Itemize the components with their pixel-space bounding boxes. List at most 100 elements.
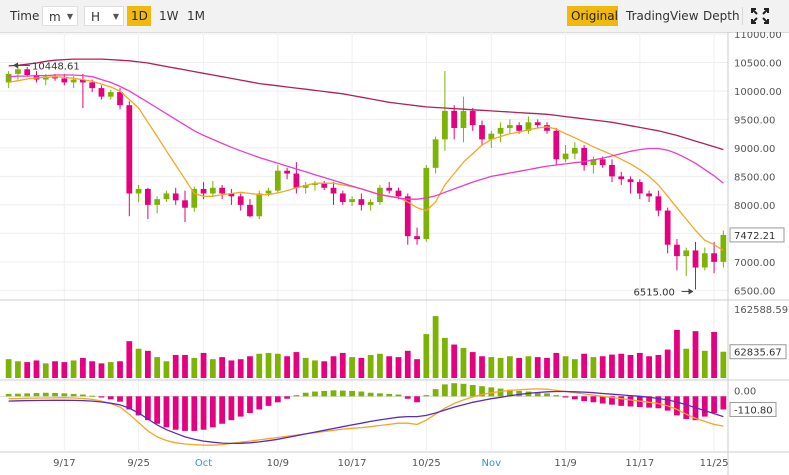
candle-body — [609, 165, 615, 177]
volume-bar — [534, 357, 541, 378]
high-price-label: 10448.61 — [32, 61, 80, 72]
candle-body — [339, 193, 346, 203]
macd-bar — [655, 396, 662, 409]
candle-body — [571, 147, 578, 154]
candle-body — [302, 184, 309, 188]
volume-bar — [692, 331, 699, 378]
candle-body — [61, 78, 68, 83]
macd-bar — [70, 393, 77, 397]
macd-bar — [154, 396, 161, 424]
candle-body — [228, 193, 235, 197]
volume-bar — [674, 329, 680, 378]
view-tradingview-button[interactable]: TradingView — [626, 9, 699, 23]
date-axis-tick-label: 11/9 — [554, 458, 576, 469]
volume-bar — [599, 356, 606, 378]
volume-bar — [302, 357, 309, 378]
macd-bar — [52, 392, 58, 397]
macd-bar — [553, 395, 560, 397]
macd-bar — [144, 396, 151, 421]
volume-bar — [209, 359, 216, 378]
macd-bar — [423, 395, 430, 397]
macd-bar — [284, 396, 290, 399]
expand-icon — [751, 8, 769, 24]
volume-bar — [33, 360, 40, 378]
macd-bar — [15, 393, 21, 397]
volume-bar — [191, 357, 198, 378]
date-axis-tick-label: 10/25 — [412, 458, 441, 469]
volume-bar — [377, 353, 383, 378]
last-price-tag — [729, 227, 785, 243]
candle-body — [683, 250, 690, 257]
candle-body — [209, 187, 216, 194]
macd-last-tag — [729, 402, 777, 418]
candle-body — [70, 79, 77, 83]
low-price-label: 6515.00 — [634, 287, 675, 298]
candle-body — [367, 202, 374, 205]
candle-body — [219, 187, 226, 194]
macd-bar — [599, 396, 606, 404]
view-depth-button[interactable]: Depth — [703, 9, 740, 23]
volume-bar — [516, 357, 523, 378]
candle-body — [692, 250, 699, 268]
ma-line-ma99 — [8, 58, 724, 151]
volume-bar — [609, 354, 615, 378]
volume-bar — [5, 359, 12, 378]
candle-body — [135, 188, 142, 194]
time-button[interactable]: Time — [10, 9, 40, 23]
macd-bar — [414, 396, 420, 403]
volume-bar — [237, 359, 244, 378]
candle-body — [15, 69, 21, 74]
macd-bar — [386, 393, 393, 397]
volume-bar — [432, 316, 439, 378]
volume-bar — [98, 363, 105, 378]
macd-bar — [293, 395, 300, 397]
chevron-down-icon: ▼ — [66, 12, 73, 21]
interval-1d-button[interactable]: 1D — [127, 6, 151, 26]
volume-bar — [107, 362, 114, 378]
candle-body — [144, 188, 151, 205]
candle-body — [432, 139, 439, 168]
minute-interval-select[interactable]: m ▼ — [42, 6, 78, 26]
candle-body — [534, 122, 541, 126]
volume-bar — [70, 360, 77, 378]
macd-bar — [562, 396, 569, 398]
date-axis-tick-label: 9/17 — [53, 458, 75, 469]
volume-bar — [126, 341, 133, 378]
candle-body — [627, 179, 634, 183]
macd-bar — [571, 396, 578, 400]
view-original-button[interactable]: Original — [567, 6, 618, 26]
candle-body — [488, 133, 495, 140]
macd-bar — [321, 390, 328, 397]
candle-body — [293, 173, 300, 188]
volume-last-label: 62835.67 — [734, 348, 782, 359]
candle-body — [674, 244, 680, 257]
interval-1w-button[interactable]: 1W — [159, 9, 179, 23]
candle-body — [172, 193, 179, 201]
volume-bar — [571, 359, 578, 378]
macd-bar — [61, 393, 68, 397]
fullscreen-button[interactable] — [750, 7, 770, 25]
volume-bar — [61, 362, 68, 378]
volume-bar — [590, 357, 597, 378]
hour-interval-select[interactable]: H ▼ — [84, 6, 124, 26]
price-axis-tick-label: 8500.00 — [734, 172, 775, 183]
volume-bar — [293, 352, 300, 378]
volume-bar — [228, 360, 235, 378]
candle-body — [321, 183, 328, 188]
last-price-label: 7472.21 — [734, 231, 775, 242]
macd-bar — [117, 396, 123, 402]
macd-bar — [172, 396, 179, 430]
macd-bar — [590, 396, 597, 403]
candle-body — [581, 147, 588, 165]
macd-line-dif — [8, 388, 724, 446]
candle-body — [191, 188, 198, 208]
date-axis-tick-label: 11/17 — [625, 458, 654, 469]
candle-body — [182, 200, 188, 208]
candle-body — [237, 196, 244, 205]
volume-bar — [711, 332, 717, 378]
interval-1m-button[interactable]: 1M — [187, 9, 205, 23]
candle-body — [479, 125, 485, 140]
price-axis-tick-label: 11000.00 — [734, 32, 782, 41]
volume-bar — [442, 337, 448, 378]
chart-area[interactable]: 11000.00 10500.00 10000.00 9500.00 9000.00 85… — [0, 32, 789, 475]
